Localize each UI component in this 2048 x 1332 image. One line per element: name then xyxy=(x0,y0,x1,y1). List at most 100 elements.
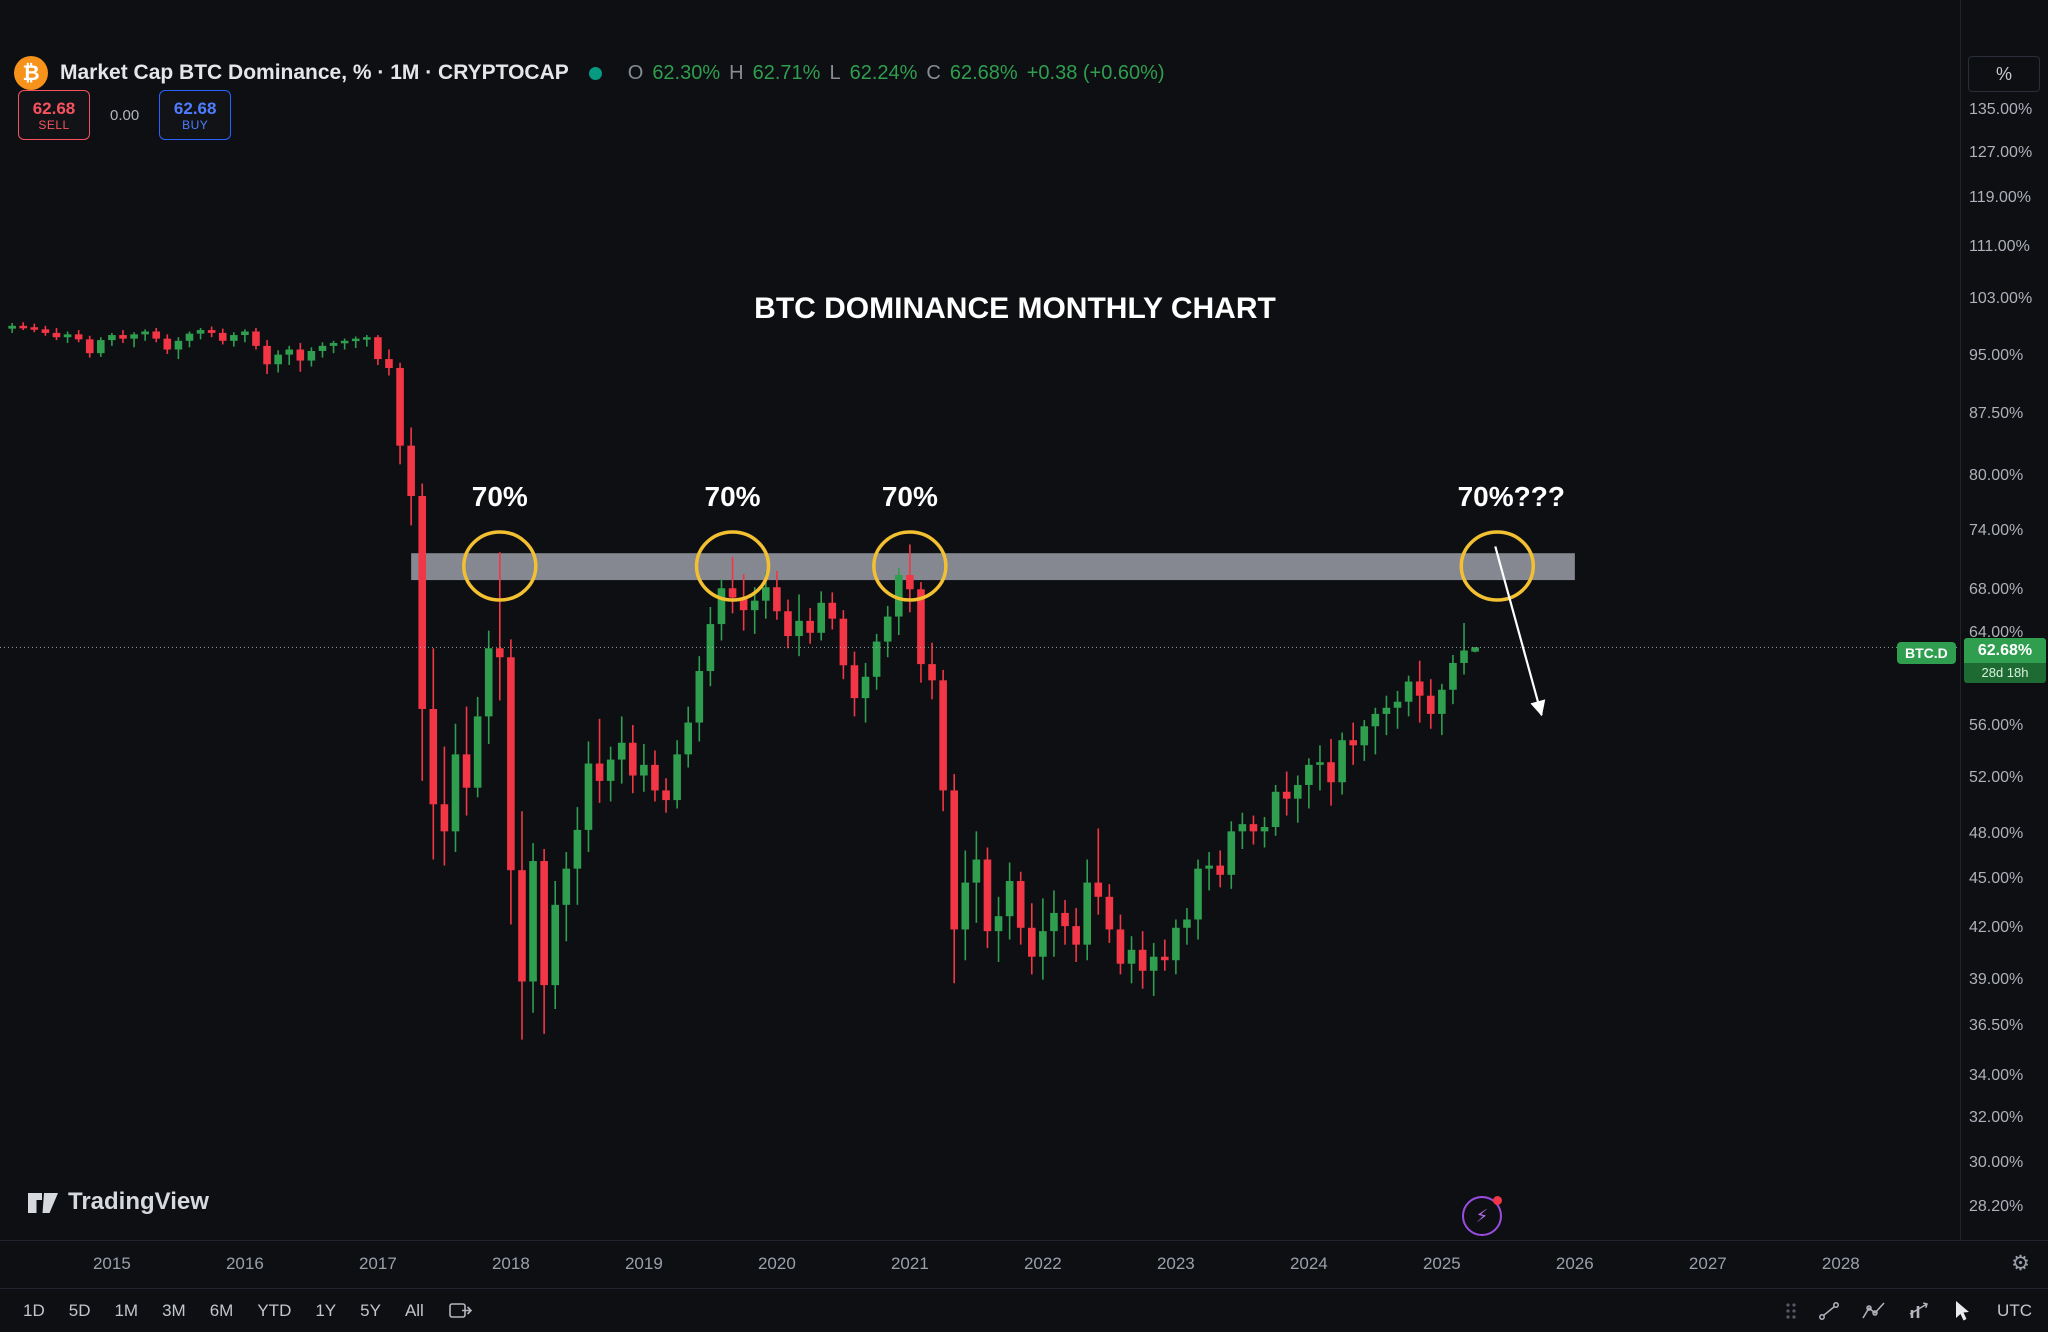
candle-body xyxy=(385,359,393,369)
price-tick-label: 64.00% xyxy=(1969,623,2024,641)
go-to-date-icon[interactable] xyxy=(449,1301,473,1321)
candle-body xyxy=(196,330,205,334)
candle-body xyxy=(130,334,138,339)
candle-body xyxy=(662,790,670,801)
market-status-icon[interactable] xyxy=(588,66,602,80)
candle-body xyxy=(1138,949,1147,971)
price-tick-label: 68.00% xyxy=(1969,581,2024,599)
candle-body xyxy=(1360,726,1369,746)
candle-body xyxy=(817,602,826,633)
time-axis-year-label: 2028 xyxy=(1821,1254,1860,1273)
candle-body xyxy=(285,349,294,355)
candlestick-chart[interactable]: 70% 70% 70% 70%??? BTC DOMINANCE MONTHLY CHA… xyxy=(0,0,1960,1240)
time-range-buttons: 1D 5D 1M 3M 6M YTD 1Y 5Y All xyxy=(14,1296,433,1326)
symbol-title[interactable]: Market Cap BTC Dominance, % · 1M · CRYPT… xyxy=(60,61,569,84)
highlight-circle[interactable] xyxy=(694,530,771,602)
tradingview-logo-text: TradingView xyxy=(68,1188,209,1215)
range-button-1y[interactable]: 1Y xyxy=(306,1296,345,1326)
candle-body xyxy=(839,618,848,666)
candle-body xyxy=(1027,927,1036,957)
candle-body xyxy=(1061,912,1069,927)
price-change: +0.38 (+0.60%) xyxy=(1026,61,1165,84)
highlight-circle[interactable] xyxy=(872,530,948,602)
candle-body xyxy=(584,763,593,830)
range-button-5y[interactable]: 5Y xyxy=(351,1296,390,1326)
sell-button[interactable]: 62.68 SELL xyxy=(18,90,90,140)
candle-body xyxy=(972,859,981,883)
candle-body xyxy=(108,335,116,341)
price-tick-label: 42.00% xyxy=(1969,918,2024,936)
candle-body xyxy=(872,641,881,677)
candle-body xyxy=(773,587,781,612)
range-button-1d[interactable]: 1D xyxy=(14,1296,54,1326)
candle-body xyxy=(606,759,615,781)
candle-body xyxy=(241,331,249,336)
lightning-boost-icon[interactable]: ⚡ xyxy=(1462,1196,1502,1236)
highlight-circle[interactable] xyxy=(462,530,538,602)
time-axis[interactable]: 2015 2016 2017 2018 2019 2020 2021 2022 2023 2024… xyxy=(0,1240,2048,1289)
candle-body xyxy=(1449,662,1457,690)
drag-handle-icon[interactable] xyxy=(1785,1302,1797,1320)
spread-value: 0.00 xyxy=(110,106,140,124)
range-button-ytd[interactable]: YTD xyxy=(248,1296,300,1326)
range-button-3m[interactable]: 3M xyxy=(153,1296,195,1326)
ohlc-high-value: 62.71% xyxy=(752,61,821,84)
tradingview-logo[interactable]: TradingView xyxy=(28,1188,209,1216)
highlight-circle[interactable] xyxy=(1459,530,1536,602)
resistance-zone[interactable] xyxy=(411,553,1575,581)
candle-body xyxy=(1160,956,1169,961)
candle-body xyxy=(1094,882,1103,897)
trendline-tool-icon[interactable] xyxy=(1817,1300,1841,1322)
price-tick-label: 32.00% xyxy=(1969,1109,2024,1127)
polyline-tool-icon[interactable] xyxy=(1861,1300,1887,1322)
candle-body xyxy=(983,859,992,932)
candle-body xyxy=(97,340,105,354)
range-button-5d[interactable]: 5D xyxy=(60,1296,100,1326)
percent-scale-button[interactable]: % xyxy=(1968,56,2040,92)
candle-body xyxy=(1105,896,1114,930)
time-axis-year-label: 2017 xyxy=(358,1254,397,1273)
candle-body xyxy=(1460,650,1468,663)
candle-body xyxy=(1172,927,1180,961)
lightning-glyph: ⚡ xyxy=(1475,1205,1489,1227)
candle-body xyxy=(651,764,659,791)
candle-body xyxy=(1194,868,1202,920)
price-axis[interactable]: % 135.00% 127.00% 119.00% 111.00% 103.00% 95.… xyxy=(1960,0,2048,1240)
trade-buttons-row: 62.68 SELL 0.00 62.68 BUY xyxy=(18,90,232,140)
settings-gear-icon[interactable]: ⚙ xyxy=(2011,1251,2030,1275)
candle-body xyxy=(484,648,493,717)
candle-body xyxy=(761,587,770,601)
buy-button[interactable]: 62.68 BUY xyxy=(159,90,232,140)
time-axis-year-label: 2025 xyxy=(1422,1254,1461,1273)
candle-body xyxy=(1183,919,1191,928)
candle-body xyxy=(296,349,305,361)
bitcoin-icon: ₿ xyxy=(14,56,48,90)
price-line-symbol-tag: BTC.D xyxy=(1897,642,1956,664)
timezone-button[interactable]: UTC xyxy=(1997,1301,2032,1320)
range-button-6m[interactable]: 6M xyxy=(201,1296,243,1326)
time-axis-year-label: 2018 xyxy=(491,1254,530,1273)
bottom-toolbar: 1D 5D 1M 3M 6M YTD 1Y 5Y All xyxy=(0,1288,2048,1332)
time-axis-year-label: 2016 xyxy=(225,1254,264,1273)
candle-body xyxy=(207,330,216,333)
tradingview-logo-mark xyxy=(28,1193,58,1213)
annotation-label: 70% xyxy=(882,481,938,512)
range-button-all[interactable]: All xyxy=(396,1296,433,1326)
range-button-1m[interactable]: 1M xyxy=(105,1296,147,1326)
candle-body xyxy=(640,764,648,776)
annotation-label: 70% xyxy=(705,481,761,512)
cursor-icon[interactable] xyxy=(1951,1299,1971,1323)
candle-body xyxy=(540,861,548,986)
candle-body xyxy=(218,332,227,341)
candle-body xyxy=(706,624,715,672)
candle-body xyxy=(396,368,404,446)
forecast-tool-icon[interactable] xyxy=(1907,1300,1931,1322)
projection-arrow[interactable] xyxy=(1494,546,1546,717)
candle-body xyxy=(1349,740,1357,746)
candle-body xyxy=(252,331,260,346)
candle-body xyxy=(828,602,837,619)
candle-body xyxy=(1149,956,1158,971)
candle-body xyxy=(329,342,338,346)
candle-body xyxy=(728,588,737,598)
